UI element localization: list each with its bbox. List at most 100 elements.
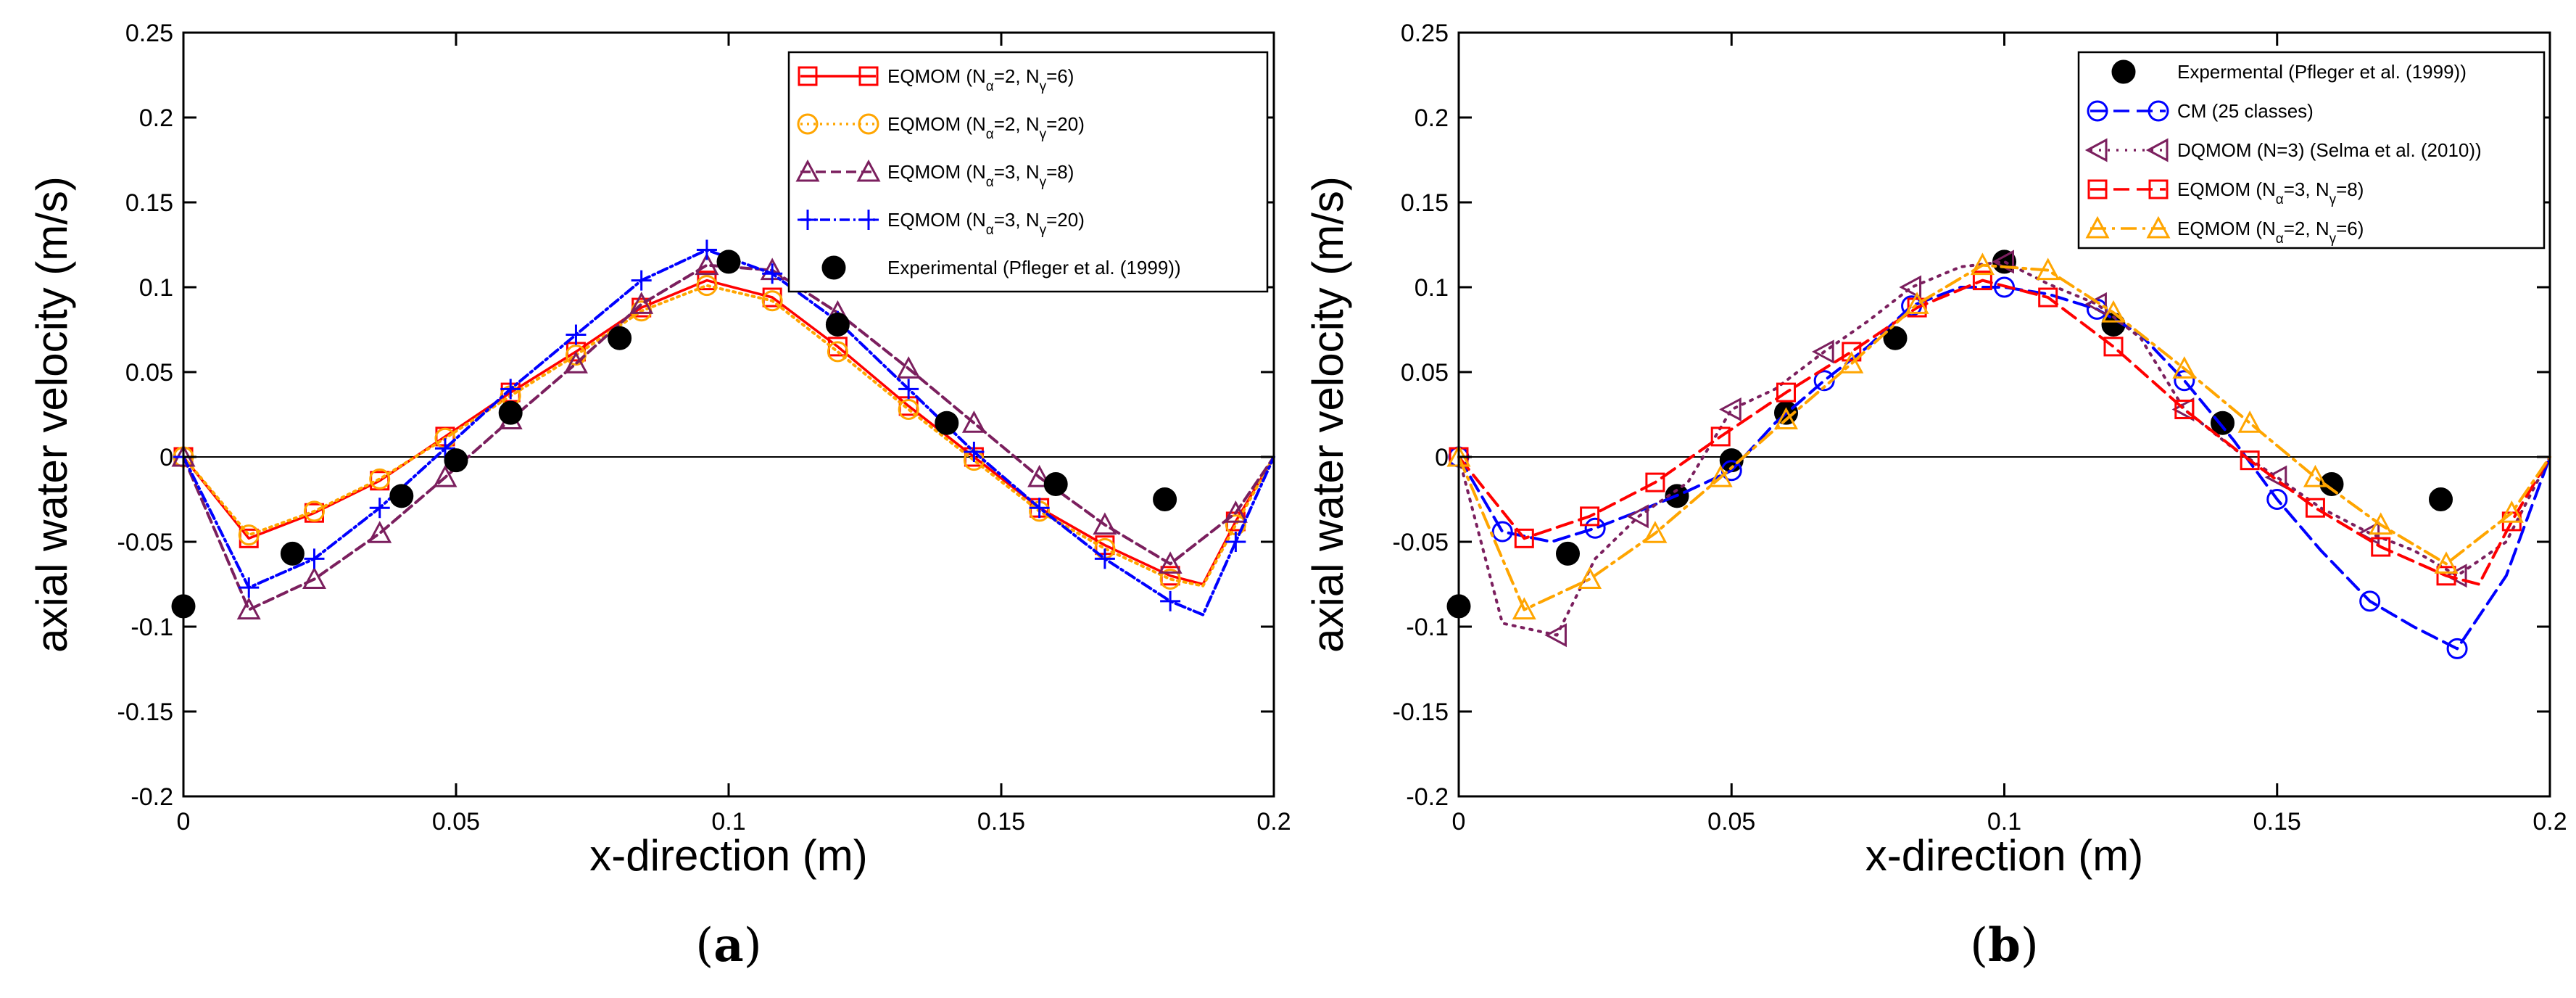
x-tick-label-b: 0.2 <box>2532 808 2567 836</box>
legend-swatch-marker-a-1 <box>858 66 879 86</box>
legend-entry-text: =8) <box>1046 161 1074 183</box>
data-point-b-3 <box>1544 623 1567 648</box>
data-point-a-4 <box>1225 532 1246 552</box>
y-tick-label-b: 0 <box>1435 444 1449 471</box>
legend-b: Expermental (Pfleger et al. (1999)) CM (2… <box>2077 51 2546 249</box>
y-tick-label-b: 0.2 <box>1415 104 1449 132</box>
legend-entry-subscript: γ <box>1040 79 1047 94</box>
y-tick-label-a: 0 <box>160 444 173 471</box>
data-point-b-5 <box>2036 257 2061 281</box>
legend-entry-text: Expermental (Pfleger et al. (1999)) <box>2177 61 2467 83</box>
data-point-b-3 <box>1812 339 1834 364</box>
y-tick-label-b: -0.15 <box>1393 698 1449 726</box>
x-tick-label-a: 0.05 <box>432 808 480 836</box>
data-point-b-5 <box>2303 464 2327 487</box>
data-point-a-5 <box>935 411 959 435</box>
legend-swatch-marker-a-3 <box>795 159 820 182</box>
legend-entry-text: EQMOM (N <box>2177 178 2276 200</box>
data-point-b-3 <box>1719 397 1742 421</box>
legend-entry-text: =3, N <box>2284 178 2329 200</box>
legend-entry-subscript: γ <box>2329 231 2337 247</box>
data-point-b-4 <box>1710 426 1731 447</box>
data-point-b-1 <box>1883 326 1908 350</box>
legend-entry-subscript: α <box>986 223 994 238</box>
legend-entry-text: =20) <box>1046 113 1085 135</box>
legend-box-b <box>2077 51 2546 249</box>
legend-entry-a-1: EQMOM (Nα=2, Nγ=6) <box>887 65 1074 94</box>
data-point-b-4 <box>2436 566 2456 586</box>
legend-entry-a-4: EQMOM (Nα=3, Nγ=20) <box>887 209 1085 238</box>
series-a-3 <box>171 252 1275 620</box>
data-point-a-5 <box>444 448 468 473</box>
legend-swatch-marker-b-2 <box>2148 100 2169 122</box>
legend-entry-subscript: α <box>986 175 994 190</box>
panel-b: 0 0.05 0.1 0.15 0.2 -0.2 -0.15 -0.1 -0.05 0 0.05 0.… <box>1304 20 2567 973</box>
data-point-b-5 <box>1643 521 1668 543</box>
legend-entry-text: =6) <box>1046 65 1074 87</box>
y-tick-label-a: 0.25 <box>125 20 173 47</box>
legend-entry-text: =2, N <box>994 65 1040 87</box>
x-tick-label-a: 0.2 <box>1256 808 1291 836</box>
legend-entry-subscript: γ <box>2329 192 2337 207</box>
legend-swatch-marker-b-5 <box>2085 215 2110 239</box>
panel-label-a: (a) <box>695 918 761 973</box>
data-point-b-4 <box>1776 382 1796 403</box>
y-tick-label-a: 0.1 <box>139 274 173 302</box>
data-point-a-3 <box>563 351 588 374</box>
panel-label-b-open: ( <box>1970 919 1988 973</box>
data-point-b-2 <box>2266 489 2288 510</box>
data-point-b-2 <box>1491 521 1513 543</box>
y-tick-label-b: -0.1 <box>1406 614 1449 641</box>
data-point-b-2 <box>1584 517 1606 539</box>
y-tick-label-a: -0.05 <box>117 529 174 556</box>
data-point-a-2 <box>238 524 260 546</box>
y-tick-label-a: -0.15 <box>117 698 174 726</box>
data-point-a-4 <box>239 577 260 598</box>
series-line-b-4 <box>1457 279 2551 586</box>
y-tick-label-a: -0.2 <box>131 783 173 811</box>
legend-entry-text: =8) <box>2336 178 2364 200</box>
y-tick-label-a: 0.15 <box>125 189 173 217</box>
data-point-b-4 <box>2240 450 2260 471</box>
y-tick-label-b: 0.15 <box>1401 189 1449 217</box>
x-tick-label-a: 0.15 <box>977 808 1025 836</box>
legend-entry-text: =3, N <box>994 161 1040 183</box>
data-point-b-4 <box>1580 506 1600 527</box>
data-point-b-2 <box>2446 638 2468 659</box>
y-tick-label-b: 0.1 <box>1415 274 1449 302</box>
data-point-a-2 <box>898 398 919 420</box>
legend-swatch-marker-a-2 <box>797 113 819 135</box>
x-axis-label-a: x-direction (m) <box>589 831 867 880</box>
series-line-b-2 <box>1457 286 2551 651</box>
data-point-a-4 <box>1160 590 1181 611</box>
data-point-b-4 <box>2305 498 2325 518</box>
legend-entry-text: =2, N <box>994 113 1040 135</box>
data-point-a-3 <box>1158 551 1183 574</box>
legend-entry-b-1: Expermental (Pfleger et al. (1999)) <box>2177 61 2467 83</box>
data-point-a-4 <box>696 239 717 260</box>
data-point-a-4 <box>1029 498 1050 519</box>
data-point-a-5 <box>498 400 523 425</box>
data-point-b-4 <box>2371 537 2391 557</box>
legend-entry-text: =20) <box>1046 209 1085 231</box>
y-tick-label-a: 0.05 <box>125 359 173 387</box>
data-point-b-1 <box>2429 487 2453 511</box>
data-point-a-4 <box>631 270 652 291</box>
data-point-a-3 <box>236 597 261 620</box>
legend-entry-text: EQMOM (N <box>887 113 986 135</box>
data-point-a-4 <box>500 379 521 400</box>
legend-entry-subscript: γ <box>1040 127 1047 142</box>
series-line-a-1 <box>182 279 1275 586</box>
data-point-a-5 <box>608 326 632 350</box>
legend-swatch-marker-b-3 <box>2145 138 2169 162</box>
data-point-a-5 <box>389 484 414 508</box>
data-point-a-4 <box>369 498 390 519</box>
data-point-a-2 <box>696 275 718 297</box>
data-point-a-2 <box>827 341 848 363</box>
data-point-a-2 <box>1159 568 1181 590</box>
data-point-a-4 <box>1094 548 1115 569</box>
series-line-a-3 <box>182 263 1275 611</box>
legend-entry-subscript: α <box>2276 192 2284 207</box>
